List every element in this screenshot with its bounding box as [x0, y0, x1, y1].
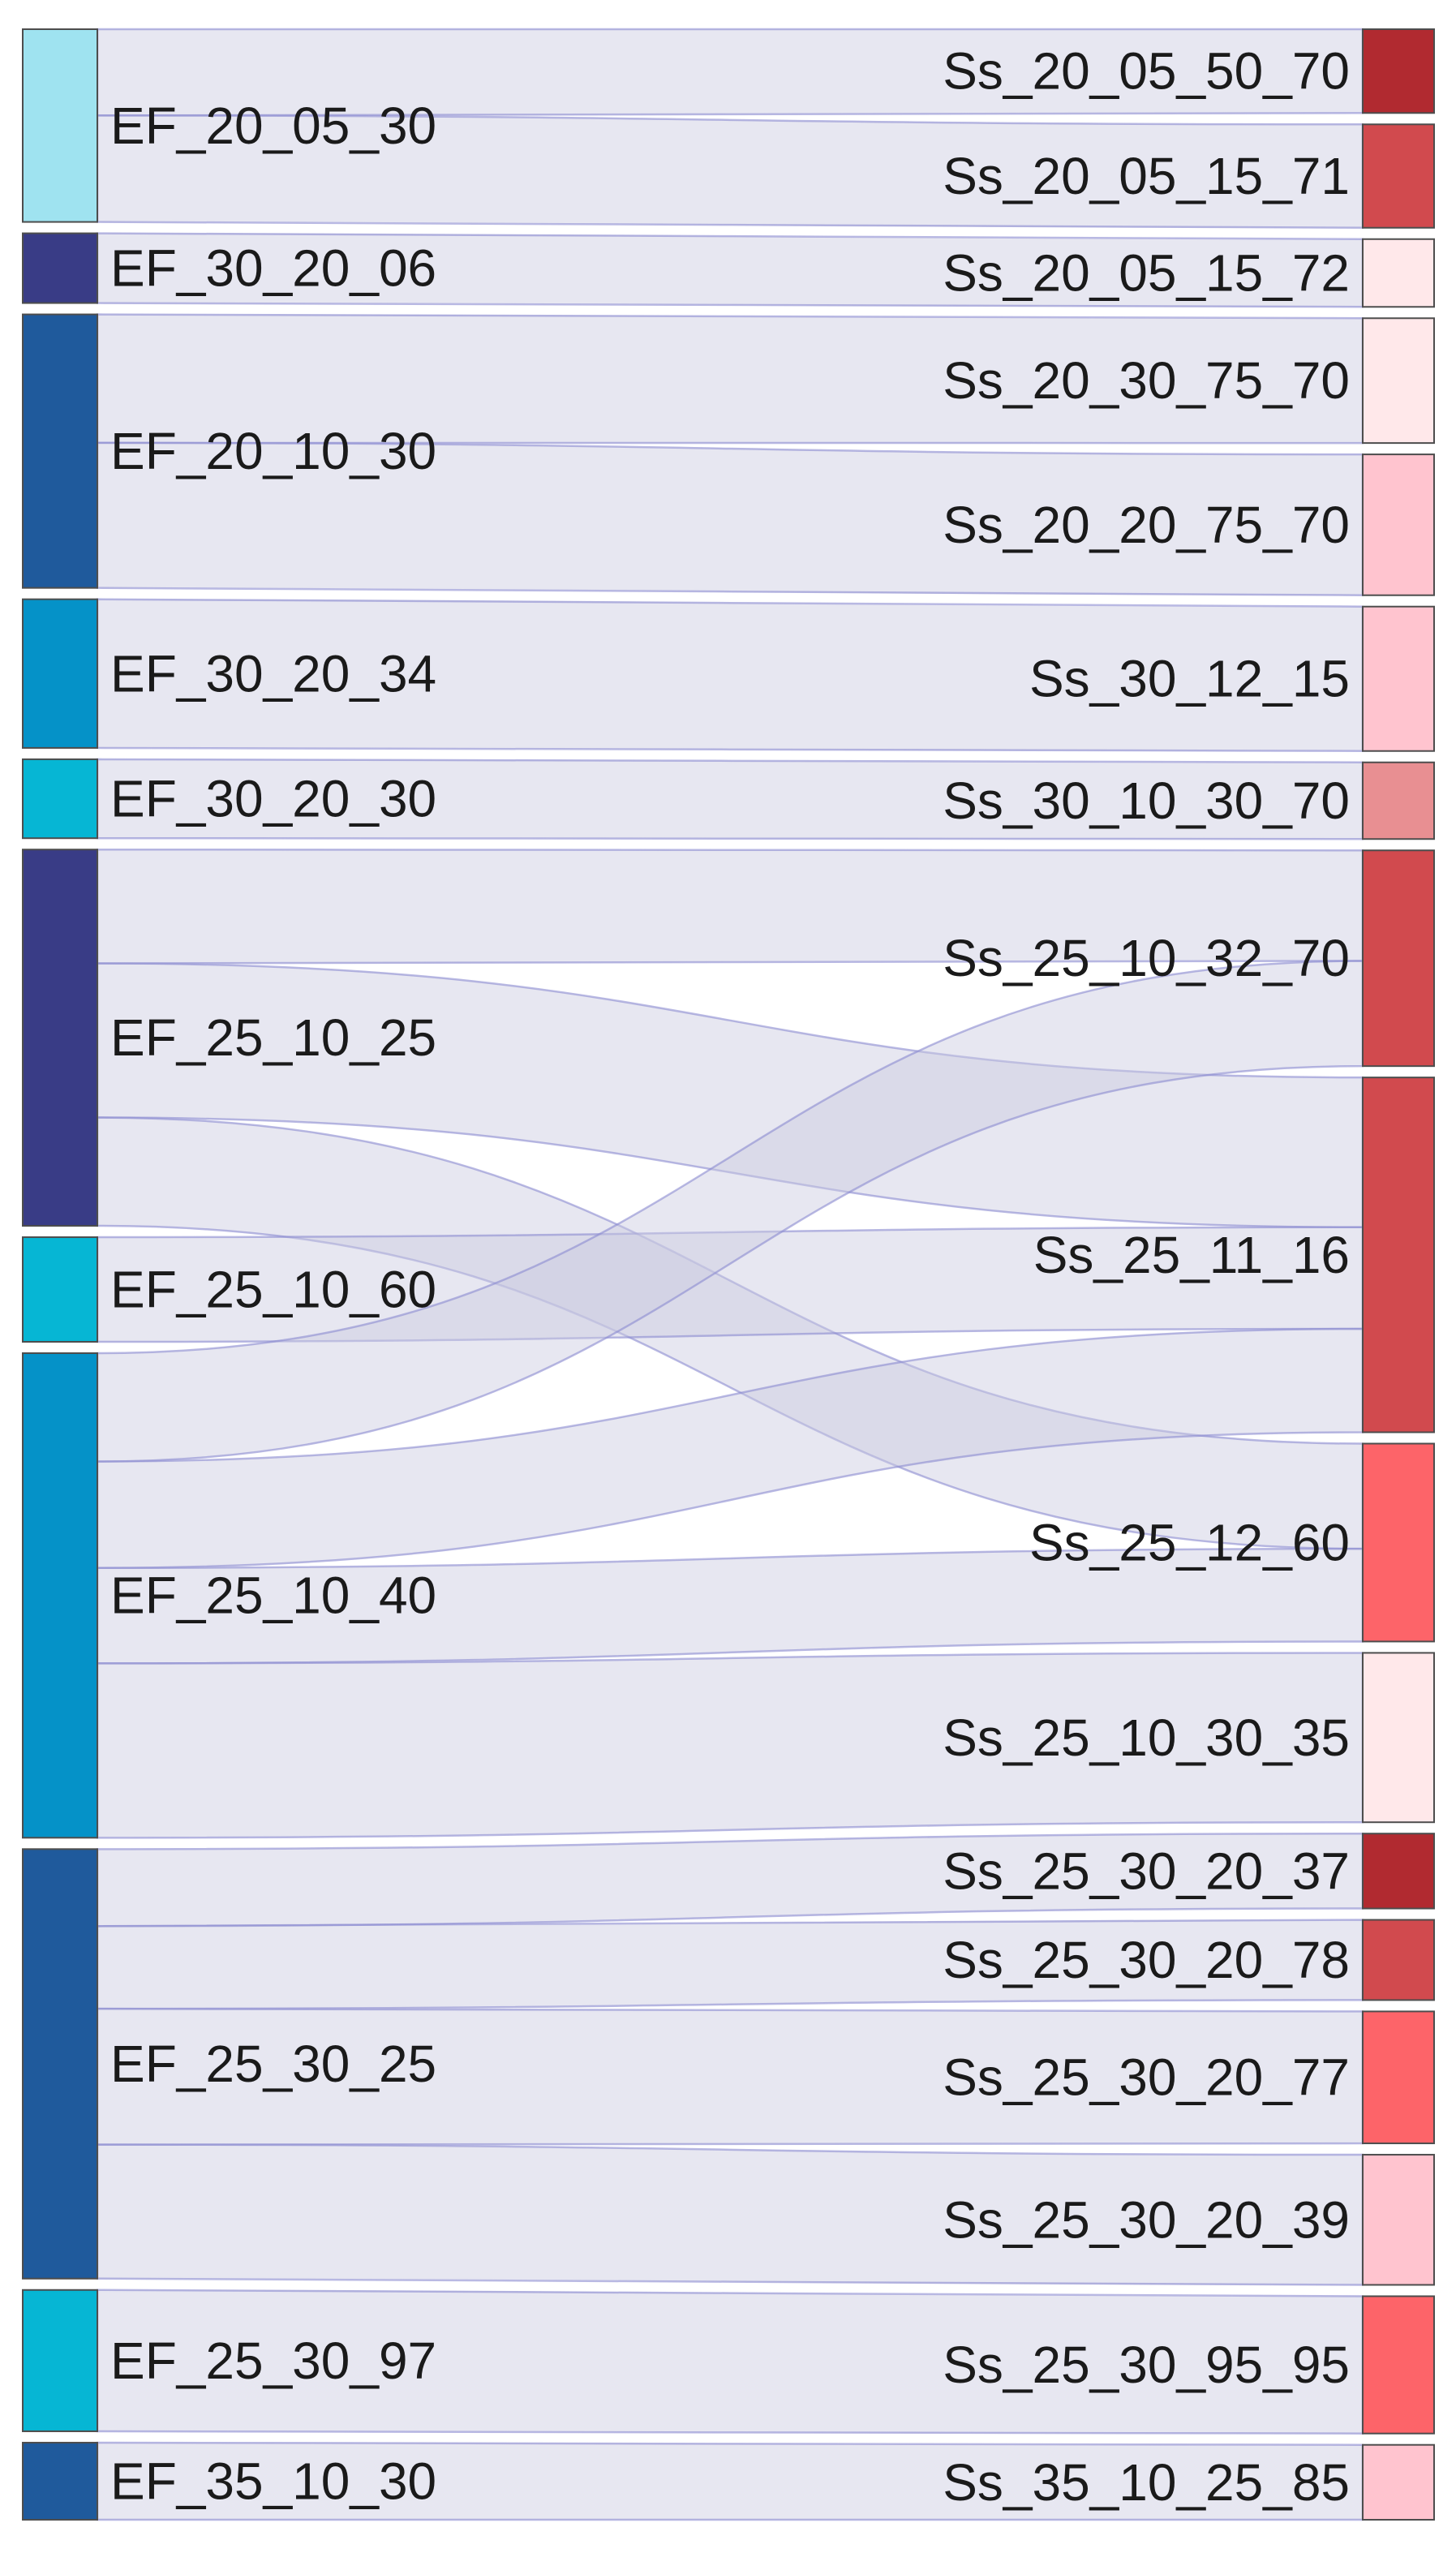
target-node-ss-30-10-30-70: [1362, 761, 1435, 840]
target-label-ss-25-30-95-95: Ss_25_30_95_95: [943, 2336, 1350, 2394]
target-label-ss-30-12-15: Ss_30_12_15: [1029, 650, 1350, 708]
target-label-ss-20-05-15-71: Ss_20_05_15_71: [943, 147, 1350, 205]
source-node-ef-35-10-30: [22, 2441, 98, 2521]
target-node-ss-25-11-16: [1362, 1077, 1435, 1433]
target-node-ss-20-05-50-70: [1362, 28, 1435, 114]
target-node-ss-20-05-15-71: [1362, 123, 1435, 229]
target-label-ss-25-30-20-78: Ss_25_30_20_78: [943, 1931, 1350, 1989]
source-label-ef-30-20-06: EF_30_20_06: [110, 239, 436, 298]
source-label-ef-25-30-25: EF_25_30_25: [110, 2035, 436, 2093]
target-node-ss-20-20-75-70: [1362, 453, 1435, 596]
target-node-ss-20-30-75-70: [1362, 317, 1435, 445]
target-node-ss-25-30-20-78: [1362, 1919, 1435, 2001]
target-node-ss-35-10-25-85: [1362, 2443, 1435, 2521]
target-label-ss-25-30-20-39: Ss_25_30_20_39: [943, 2190, 1350, 2249]
source-label-ef-30-20-30: EF_30_20_30: [110, 770, 436, 828]
target-label-ss-20-30-75-70: Ss_20_30_75_70: [943, 351, 1350, 410]
target-label-ss-35-10-25-85: Ss_35_10_25_85: [943, 2453, 1350, 2512]
target-node-ss-20-05-15-72: [1362, 238, 1435, 308]
target-label-ss-25-30-20-77: Ss_25_30_20_77: [943, 2048, 1350, 2107]
target-node-ss-30-12-15: [1362, 605, 1435, 752]
source-node-ef-30-20-06: [22, 232, 98, 304]
source-node-ef-25-30-25: [22, 1848, 98, 2280]
source-node-ef-25-30-97: [22, 2289, 98, 2432]
target-label-ss-20-05-50-70: Ss_20_05_50_70: [943, 42, 1350, 101]
target-node-ss-25-30-20-77: [1362, 2010, 1435, 2145]
target-label-ss-20-05-15-72: Ss_20_05_15_72: [943, 244, 1350, 303]
target-label-ss-30-10-30-70: Ss_30_10_30_70: [943, 771, 1350, 830]
source-node-ef-30-20-34: [22, 598, 98, 749]
source-label-ef-30-20-34: EF_30_20_34: [110, 644, 436, 703]
source-node-ef-30-20-30: [22, 758, 98, 840]
target-node-ss-25-30-20-37: [1362, 1833, 1435, 1910]
target-label-ss-20-20-75-70: Ss_20_20_75_70: [943, 496, 1350, 554]
target-node-ss-25-30-20-39: [1362, 2154, 1435, 2286]
diagram-nodes: [22, 28, 1435, 2521]
source-node-ef-25-10-25: [22, 849, 98, 1227]
source-label-ef-20-10-30: EF_20_10_30: [110, 422, 436, 480]
source-label-ef-25-10-25: EF_25_10_25: [110, 1008, 436, 1067]
source-label-ef-25-30-97: EF_25_30_97: [110, 2332, 436, 2390]
target-node-ss-25-10-32-70: [1362, 849, 1435, 1068]
source-node-ef-25-10-40: [22, 1352, 98, 1839]
source-node-ef-20-05-30: [22, 28, 98, 223]
target-label-ss-25-30-20-37: Ss_25_30_20_37: [943, 1842, 1350, 1900]
flow-links: [96, 28, 1364, 2521]
target-label-ss-25-11-16: Ss_25_11_16: [1033, 1226, 1350, 1284]
source-node-ef-25-10-60: [22, 1236, 98, 1343]
target-label-ss-25-10-32-70: Ss_25_10_32_70: [943, 929, 1350, 987]
source-label-ef-35-10-30: EF_35_10_30: [110, 2452, 436, 2510]
source-label-ef-25-10-40: EF_25_10_40: [110, 1567, 436, 1625]
source-label-ef-25-10-60: EF_25_10_60: [110, 1261, 436, 1319]
target-node-ss-25-12-60: [1362, 1442, 1435, 1643]
source-label-ef-20-05-30: EF_20_05_30: [110, 97, 436, 155]
target-node-ss-25-10-30-35: [1362, 1652, 1435, 1824]
target-node-ss-25-30-95-95: [1362, 2295, 1435, 2435]
source-node-ef-20-10-30: [22, 313, 98, 589]
node-labels: EF_20_05_30 EF_30_20_06 EF_20_10_30 EF_30_2…: [110, 42, 1350, 2512]
target-label-ss-25-12-60: Ss_25_12_60: [1029, 1513, 1350, 1571]
target-label-ss-25-10-30-35: Ss_25_10_30_35: [943, 1708, 1350, 1767]
